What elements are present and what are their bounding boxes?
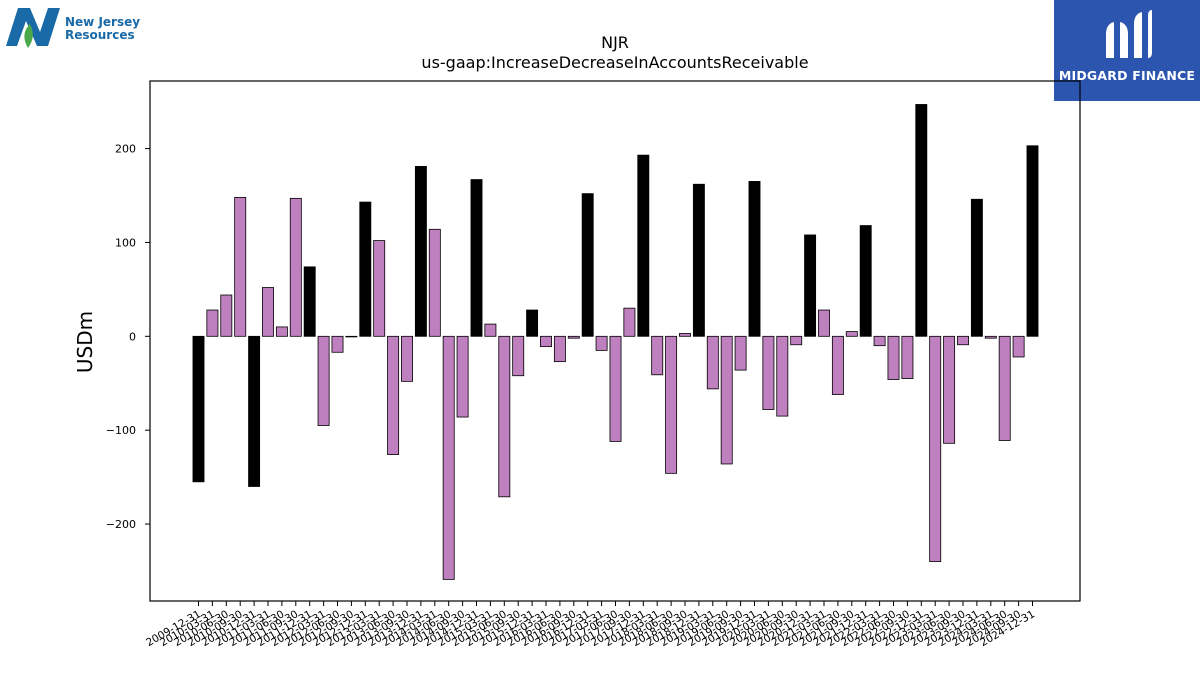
bar-2022-12-31	[915, 104, 928, 337]
bar-2019-12-31	[748, 181, 761, 337]
bar-2012-06-30	[331, 335, 344, 353]
bar-2023-06-30	[943, 335, 956, 444]
y-tick-label: 100	[115, 236, 136, 249]
bar-2020-09-30	[790, 335, 803, 346]
plot-frame	[149, 80, 1081, 602]
midgard-finance-wordmark: MIDGARD FINANCE	[1058, 68, 1196, 83]
bar-2024-09-30	[1012, 335, 1025, 358]
bar-2011-09-30	[289, 197, 302, 337]
bar-2019-06-30	[720, 335, 733, 465]
bar-2022-06-30	[887, 335, 900, 380]
bar-2024-03-31	[984, 335, 997, 339]
bar-2017-09-30	[623, 307, 636, 337]
bar-2013-09-30	[401, 335, 413, 382]
bar-2015-03-31	[484, 323, 497, 337]
bar-2024-06-30	[998, 335, 1011, 441]
bar-2023-03-31	[929, 335, 942, 562]
bar-2012-12-31	[359, 201, 372, 337]
y-tick-label: −100	[106, 424, 136, 437]
bar-2016-09-30	[567, 335, 580, 339]
bar-2010-09-30	[234, 196, 247, 337]
new-jersey-resources-logo: New Jersey Resources	[4, 4, 144, 50]
bar-2016-03-31	[540, 335, 552, 348]
chart-subtitle: us-gaap:IncreaseDecreaseInAccountsReceiv…	[421, 53, 808, 72]
bar-2016-06-30	[553, 335, 566, 363]
bar-2020-03-31	[762, 335, 775, 410]
bar-2015-06-30	[498, 335, 511, 498]
bar-2013-12-31	[414, 166, 427, 337]
bar-2014-03-31	[428, 228, 441, 337]
bar-2020-12-31	[804, 234, 817, 337]
bars-group	[192, 104, 1039, 580]
bar-2021-09-30	[845, 331, 858, 337]
bar-2013-03-31	[373, 240, 386, 337]
bar-2018-06-30	[665, 335, 678, 474]
bar-2022-03-31	[873, 335, 886, 347]
bar-2011-06-30	[275, 326, 288, 337]
bar-2023-12-31	[970, 198, 983, 337]
bar-2013-06-30	[387, 335, 400, 455]
bar-2010-03-31	[206, 309, 219, 337]
bar-2021-03-31	[818, 309, 830, 337]
bar-2012-09-30	[345, 335, 358, 338]
bar-2017-06-30	[609, 335, 622, 442]
bar-2018-09-30	[679, 333, 691, 337]
bar-2012-03-31	[317, 335, 330, 426]
y-tick-label: −200	[106, 518, 136, 531]
y-tick-label: 0	[129, 330, 136, 343]
bar-2019-09-30	[734, 335, 747, 371]
bar-2020-06-30	[776, 335, 789, 417]
y-axis-label: USDm	[73, 311, 97, 373]
bar-2016-12-31	[581, 193, 594, 337]
bar-2022-09-30	[901, 335, 914, 379]
bar-2010-12-31	[248, 335, 261, 487]
y-axis-ticks: −200 −100 0 100 200	[106, 143, 150, 531]
bar-2014-12-31	[470, 179, 483, 337]
bar-2021-06-30	[831, 335, 844, 395]
logo-text-line2: Resources	[65, 28, 135, 42]
bar-2021-12-31	[859, 225, 872, 337]
bar-2023-09-30	[957, 335, 969, 346]
bar-2015-12-31	[526, 309, 539, 337]
bar-2019-03-31	[706, 335, 719, 390]
logo-text-line1: New Jersey	[65, 15, 141, 29]
bar-2014-09-30	[456, 335, 469, 418]
bar-2010-06-30	[220, 294, 233, 337]
bar-2017-12-31	[637, 154, 650, 337]
bar-2015-09-30	[512, 335, 525, 377]
bar-2017-03-31	[595, 335, 608, 351]
bar-2024-12-31	[1026, 145, 1039, 337]
bar-2018-03-31	[651, 335, 664, 376]
chart-title: NJR	[601, 33, 629, 52]
midgard-m-mark-icon	[1106, 10, 1152, 58]
bar-2011-03-31	[262, 287, 274, 337]
x-axis-ticks: 2009-12-312010-03-312010-06-302010-09-30…	[144, 601, 1037, 649]
bar-2011-12-31	[303, 266, 316, 337]
bar-2009-12-31	[192, 335, 205, 483]
y-tick-label: 200	[115, 143, 136, 156]
bar-2014-06-30	[442, 335, 455, 580]
njr-n-mark-icon	[6, 8, 60, 48]
midgard-finance-logo: MIDGARD FINANCE	[1054, 0, 1200, 101]
bar-2018-12-31	[692, 183, 705, 337]
